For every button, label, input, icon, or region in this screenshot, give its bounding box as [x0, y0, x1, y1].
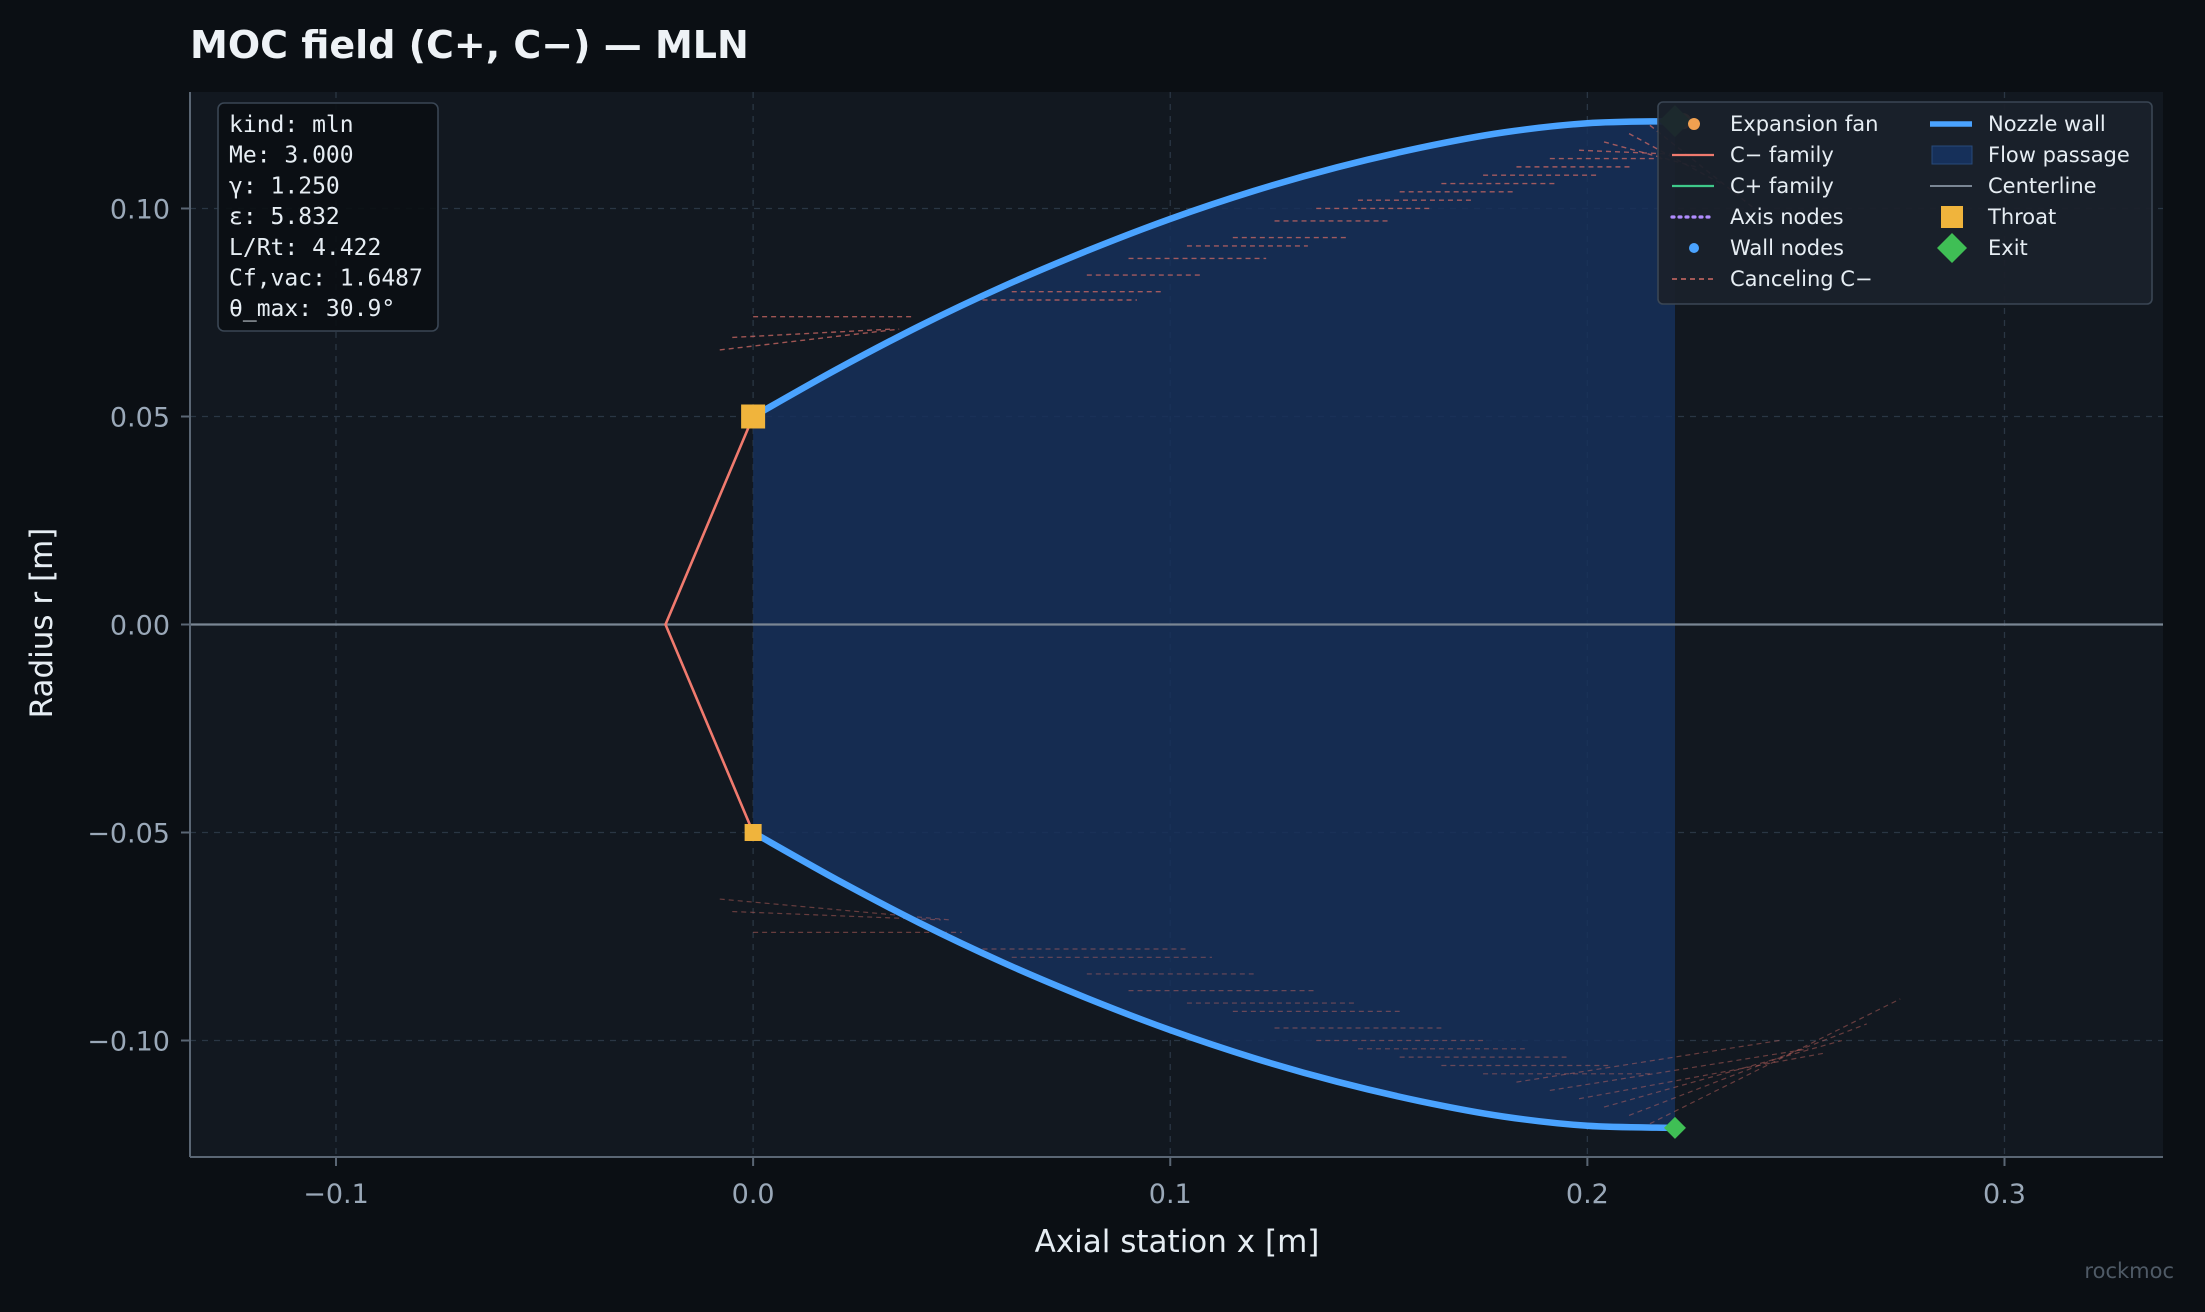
x-tick-label: 0.2	[1566, 1179, 1609, 1210]
legend-label: Flow passage	[1988, 143, 2130, 167]
throat-marker	[741, 404, 766, 429]
legend-label: Axis nodes	[1730, 205, 1844, 229]
canceling-c-minus-line-mirror	[1649, 998, 1901, 1125]
x-tick-label: 0.0	[732, 1179, 775, 1210]
canceling-c-minus-line-mirror	[1578, 1052, 1826, 1100]
legend-label: Canceling C−	[1730, 267, 1873, 291]
legend-label: Nozzle wall	[1988, 112, 2106, 136]
info-line: L/Rt: 4.422	[229, 235, 381, 261]
info-line: ε: 5.832	[229, 204, 340, 230]
x-axis-label: Axial station x [m]	[1035, 1224, 1320, 1260]
legend: Expansion fan C− family C+ family Axis node…	[1657, 101, 2153, 305]
canceling-c-minus-line-mirror	[1549, 1048, 1809, 1092]
legend-label: Expansion fan	[1730, 112, 1878, 136]
c-minus-family-line	[664, 415, 755, 834]
info-line: kind: mln	[229, 112, 354, 138]
chart-title: MOC field (C+, C−) — MLN	[190, 23, 749, 67]
throat-marker	[744, 824, 762, 842]
legend-label: Centerline	[1988, 174, 2097, 198]
y-tick-label: −0.05	[87, 819, 170, 850]
exit-marker	[1663, 1116, 1686, 1139]
info-box: kind: mln Me: 3.000 γ: 1.250 ε: 5.832 L/Rt: …	[217, 102, 439, 332]
y-tick-label: −0.10	[87, 1027, 170, 1058]
legend-label: C− family	[1730, 143, 1834, 167]
canceling-c-minus-line	[719, 328, 900, 351]
x-tick-label: 0.3	[1983, 1179, 2026, 1210]
y-tick-label: 0.10	[110, 194, 170, 225]
nozzle-wall-lower	[749, 829, 1679, 1132]
canceling-c-minus-line	[1603, 141, 1697, 168]
y-axis-label: Radius r [m]	[24, 528, 60, 719]
canceling-c-minus-line-mirror	[1628, 1023, 1868, 1116]
legend-label: Exit	[1988, 236, 2028, 260]
legend-swatch-fan	[1688, 118, 1700, 130]
info-line: γ: 1.250	[229, 173, 340, 199]
legend-swatch-exit	[1937, 233, 1967, 263]
y-ticks: 0.10 0.05 0.00 −0.05 −0.10	[87, 194, 190, 1058]
legend-label: Wall nodes	[1730, 236, 1844, 260]
info-line: Cf,vac: 1.6487	[229, 266, 423, 292]
legend-swatch-passage	[1931, 145, 1973, 165]
x-tick-label: 0.1	[1149, 1179, 1192, 1210]
legend-swatch-throat	[1941, 206, 1963, 228]
x-ticks: −0.1 0.0 0.1 0.2 0.3	[303, 1157, 2026, 1210]
info-box-frame	[217, 102, 439, 332]
x-tick-label: −0.1	[303, 1179, 369, 1210]
nozzle-wall-upper	[749, 117, 1679, 420]
y-tick-label: 0.00	[110, 611, 170, 642]
legend-label: Throat	[1987, 205, 2056, 229]
legend-label: C+ family	[1730, 174, 1834, 198]
legend-swatch-wall-nodes	[1689, 243, 1699, 253]
info-line: Me: 3.000	[229, 143, 354, 169]
legend-frame	[1657, 101, 2153, 305]
y-tick-label: 0.05	[110, 402, 170, 433]
watermark: rockmoc	[2084, 1259, 2174, 1283]
info-line: θ_max: 30.9°	[229, 296, 395, 322]
